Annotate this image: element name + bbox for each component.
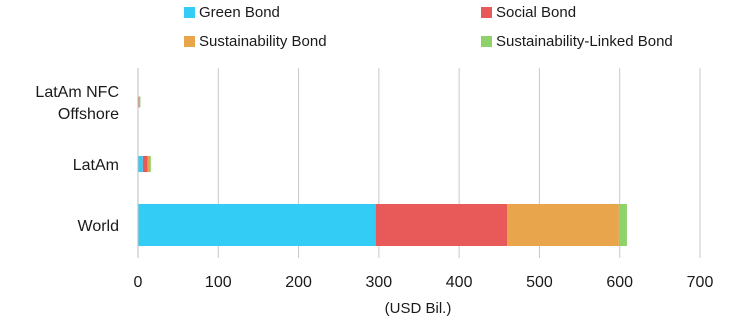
category-labels: LatAm NFC Offshore LatAm World	[35, 84, 119, 235]
legend: Green Bond Social Bond Sustainability Bond…	[184, 4, 673, 50]
bars	[138, 96, 627, 246]
legend-swatch-2	[184, 36, 195, 47]
bar-1-2	[147, 156, 151, 172]
category-label-0-0: LatAm NFC	[35, 84, 119, 101]
legend-label-3: Sustainability-Linked Bond	[496, 33, 673, 50]
bar-1-3	[150, 156, 151, 172]
x-tick-label-7: 700	[687, 274, 714, 291]
bar-2-1	[375, 204, 508, 246]
legend-swatch-1	[481, 7, 492, 18]
x-tick-label-3: 300	[366, 274, 393, 291]
legend-swatch-0	[184, 7, 195, 18]
legend-label-0: Green Bond	[199, 4, 280, 21]
x-tick-label-0: 0	[134, 274, 143, 291]
bar-1-0	[138, 156, 143, 172]
x-tick-label-2: 200	[285, 274, 312, 291]
bar-1-1	[142, 156, 148, 172]
x-axis: 0 100 200 300 400 500 600 700	[134, 68, 714, 291]
legend-label-2: Sustainability Bond	[199, 33, 327, 50]
bar-2-2	[507, 204, 619, 246]
gridlines	[217, 68, 701, 258]
bar-0-1	[138, 96, 140, 108]
x-tick-label-5: 500	[526, 274, 553, 291]
legend-swatch-3	[481, 36, 492, 47]
x-axis-label: (USD Bil.)	[385, 300, 452, 317]
x-tick-label-6: 600	[606, 274, 633, 291]
x-tick-label-1: 100	[205, 274, 232, 291]
bar-0-3	[139, 96, 141, 108]
category-label-0-1: Offshore	[58, 106, 119, 123]
legend-label-1: Social Bond	[496, 4, 576, 21]
bar-2-3	[618, 204, 627, 246]
category-label-1-0: LatAm	[73, 157, 119, 174]
category-label-2-0: World	[78, 218, 120, 235]
bar-0-2	[138, 96, 140, 108]
x-tick-label-4: 400	[446, 274, 473, 291]
bar-2-0	[138, 204, 376, 246]
